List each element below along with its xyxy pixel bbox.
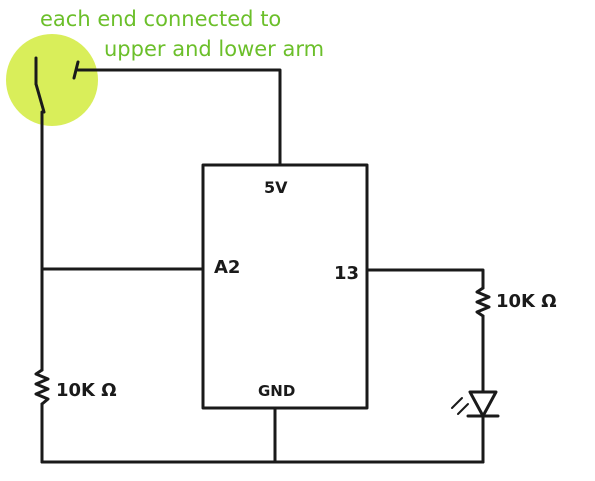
pin-13-label: 13 <box>334 263 359 284</box>
annotation-line-1: each end connected to <box>40 7 281 31</box>
wire-13 <box>365 268 485 290</box>
annotation-line-2: upper and lower arm <box>104 37 324 61</box>
left-resistor <box>34 368 50 406</box>
pin-a2-label: A2 <box>214 257 240 278</box>
right-resistor-label: 10K Ω <box>496 291 557 312</box>
led <box>451 390 500 418</box>
switch <box>34 56 80 114</box>
left-resistor-label: 10K Ω <box>56 380 117 401</box>
pin-gnd-label: GND <box>258 382 295 400</box>
wire-5v <box>76 68 282 167</box>
right-resistor <box>475 286 491 318</box>
switch-highlight <box>6 34 98 126</box>
arduino-board <box>201 163 369 410</box>
pin-5v-label: 5V <box>264 178 288 197</box>
